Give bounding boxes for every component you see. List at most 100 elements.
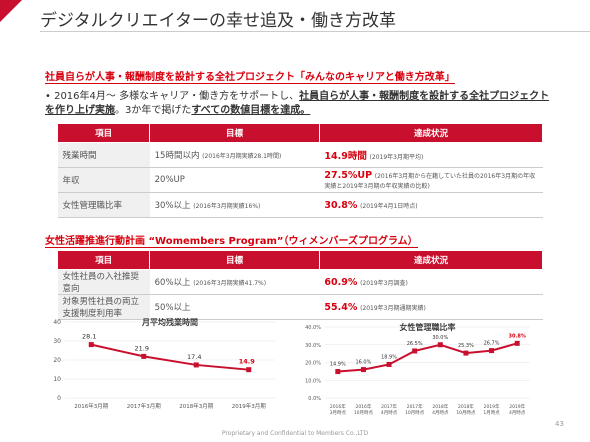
cell-main: 女性管理職比率 (62, 201, 123, 211)
x-tick-label: 4月時点 (432, 410, 449, 416)
cell-main: 14.9時間 (324, 151, 367, 162)
cell: 30%以上 (2016年3月期実績16%) (149, 192, 320, 218)
header-row: 項目 目標 達成状況 (56, 250, 544, 270)
corner-mark (0, 0, 22, 22)
x-tick-label: 2018年 (432, 403, 448, 410)
cell-main: 対象男性社員の両立支援制度利用率 (62, 297, 140, 319)
cell-main: 女性社員の入社推奨意向 (62, 272, 140, 294)
row: 女性管理職比率 30%以上 (2016年3月期実績16%) 30.8% (2019年… (57, 192, 543, 218)
header-cell: 項目 (56, 123, 151, 143)
cell: 20%UP (149, 167, 320, 193)
slide-title: デジタルクリエイターの幸せ追及・働き方改革 (40, 11, 396, 31)
x-tick-label: 2016年 (355, 403, 371, 410)
value-label: 30.8% (509, 333, 526, 339)
x-tick-label: 2017年3月期 (127, 402, 161, 410)
cell: 60.9% (2019年3月調査) (319, 269, 543, 295)
marker (335, 369, 341, 375)
cell: 15時間以内 (2016年3月期実績28.1時間) (149, 142, 320, 168)
header-cell: 達成状況 (318, 123, 544, 143)
value-label: 17.4 (187, 353, 201, 361)
bullet-text: 社員自らが人事・報酬制度を設計する全社プロジェクトを作り上げ実施 (45, 91, 550, 116)
x-tick-label: 2017年 (381, 403, 397, 410)
cell: 60%以上 (2016年3月期実績41.7%) (149, 269, 320, 295)
x-tick-label: 2016年 (330, 403, 346, 410)
x-tick-label: 2019年 (484, 403, 500, 410)
header-cell: 目標 (149, 123, 320, 143)
cell: 30.8% (2019年4月1日時点) (319, 192, 543, 218)
table: 項目 目標 達成状況 女性社員の入社推奨意向 60%以上 (2016年3月期実績41.7… (56, 250, 544, 320)
cell-main: 27.5%UP (324, 169, 373, 181)
cell: 女性管理職比率 (57, 192, 150, 218)
y-tick-label: 0.0% (308, 396, 321, 402)
x-tick-label: 2019年 (509, 403, 525, 410)
y-tick-label: 30.0% (305, 343, 321, 349)
row: 対象男性社員の両立支援制度利用率 50%以上 55.4% (2019年3月期通期実績… (57, 294, 543, 320)
y-tick-label: 10.0% (305, 378, 321, 384)
marker (386, 361, 392, 367)
cell: 14.9時間 (2019年3月期平均) (319, 142, 543, 168)
y-tick-label: 40 (53, 319, 61, 326)
cell-note: (2016年3月期から在籍していた社員の2016年3月期の年収実績と2019年3… (324, 172, 536, 190)
marker (141, 353, 147, 359)
marker (489, 348, 495, 354)
x-tick-label: 2018年3月期 (179, 402, 213, 410)
row: 残業時間 15時間以内 (2016年3月期実績28.1時間) 14.9時間 (201… (57, 142, 543, 168)
y-tick-label: 30 (53, 338, 61, 345)
cell-main: 15時間以内 (154, 151, 200, 161)
bullet: • 2016年4月〜 多様なキャリア・働き方をサポートし、社員自らが人事・報酬制… (45, 91, 550, 116)
cell-main: 30%以上 (154, 201, 191, 211)
y-tick-label: 0 (57, 395, 61, 402)
value-label: 16.0% (355, 360, 371, 366)
marker (514, 340, 520, 346)
marker (88, 342, 94, 348)
x-tick-label: 1月時点 (483, 410, 500, 416)
marker (437, 342, 443, 348)
header-cell: 目標 (149, 250, 320, 270)
cell-note: (2019年4月1日時点) (360, 202, 418, 210)
section-heading: 社員自らが人事・報酬制度を設計する全社プロジェクト「みんなのキャリアと働き方改革… (45, 68, 455, 84)
page-number: 43 (555, 420, 564, 428)
value-label: 25.3% (458, 343, 474, 349)
line (337, 342, 518, 373)
x-tick-label: 10月時点 (354, 410, 374, 416)
cell-main: 55.4% (324, 301, 358, 313)
y-tick-label: 20 (53, 357, 61, 364)
x-tick-label: 2017年 (407, 403, 423, 410)
x-tick-label: 2018年 (458, 403, 474, 410)
cell-note: (2016年3月期実績41.7%) (193, 280, 267, 287)
x-tick-label: 10月時点 (405, 410, 425, 416)
y-tick-label: 10 (53, 376, 61, 383)
value-label: 26.7% (484, 341, 500, 347)
cell-main: 残業時間 (62, 151, 97, 161)
x-tick-label: 4月時点 (509, 410, 526, 416)
cell-note: (2016年3月期実績16%) (193, 203, 261, 210)
x-tick-label: 2019年3月期 (232, 402, 266, 410)
marker (193, 362, 199, 368)
header-cell: 達成状況 (318, 250, 544, 270)
cell: 対象男性社員の両立支援制度利用率 (57, 294, 150, 320)
footer: Proprietary and Confidential to Members … (221, 430, 369, 437)
cell: 55.4% (2019年3月期通期実績) (319, 294, 543, 320)
marker (360, 367, 366, 373)
bullet-text: 。3か年で掲げた (115, 105, 192, 116)
line (91, 343, 249, 371)
value-label: 26.5% (407, 341, 423, 347)
value-label: 14.9% (330, 362, 346, 368)
marker (246, 367, 252, 373)
cell-main: 20%UP (154, 175, 185, 185)
cell: 年収 (57, 167, 150, 193)
cell-main: 30.8% (324, 199, 358, 211)
row: 年収 20%UP 27.5%UP (2016年3月期から在籍していた社員の2016年… (57, 167, 543, 193)
bullet-text: すべての数値目標を達成。 (191, 105, 311, 116)
charts: 月平均残業時間01020304028.12016年3月期21.92017年3月期… (53, 317, 530, 416)
cell-note: (2019年3月期通期実績) (360, 304, 426, 312)
marker (412, 348, 418, 354)
value-label: 28.1 (82, 333, 96, 341)
cell-main: 60.9% (324, 276, 358, 288)
cell: 50%以上 (149, 294, 320, 320)
cell-main: 60%以上 (154, 278, 191, 288)
cell: 残業時間 (57, 142, 150, 168)
value-label: 30.0% (432, 335, 448, 341)
cell-main: 年収 (62, 176, 80, 186)
